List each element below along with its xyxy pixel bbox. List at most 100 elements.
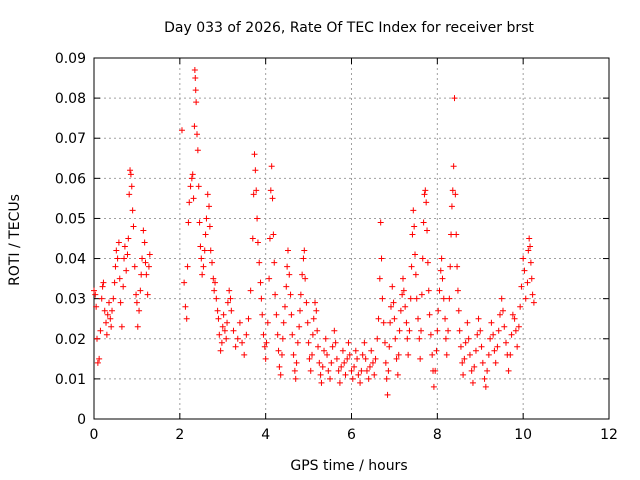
data-point-marker bbox=[315, 343, 322, 350]
data-point-marker bbox=[384, 391, 391, 398]
data-point-marker bbox=[454, 287, 461, 294]
data-point-marker bbox=[276, 363, 283, 370]
y-tick-label: 0.01 bbox=[55, 372, 86, 388]
data-point-marker bbox=[494, 343, 501, 350]
data-point-marker bbox=[488, 319, 495, 326]
data-point-marker bbox=[515, 323, 522, 330]
data-point-marker bbox=[206, 223, 213, 230]
data-point-marker bbox=[417, 355, 424, 362]
data-point-marker bbox=[349, 375, 356, 382]
data-point-marker bbox=[194, 147, 201, 154]
data-point-marker bbox=[110, 295, 117, 302]
x-tick-label: 2 bbox=[175, 427, 184, 443]
data-point-marker bbox=[453, 231, 460, 238]
data-point-marker bbox=[299, 271, 306, 278]
data-point-marker bbox=[252, 167, 259, 174]
data-point-marker bbox=[284, 263, 291, 270]
data-point-marker bbox=[210, 275, 217, 282]
data-point-marker bbox=[495, 327, 502, 334]
data-point-marker bbox=[196, 219, 203, 226]
data-point-marker bbox=[420, 219, 427, 226]
data-point-marker bbox=[309, 351, 316, 358]
x-tick-label: 4 bbox=[261, 427, 270, 443]
data-point-marker bbox=[305, 339, 312, 346]
data-point-marker bbox=[450, 163, 457, 170]
y-tick-label: 0.09 bbox=[55, 51, 86, 67]
data-point-marker bbox=[127, 171, 134, 178]
data-point-marker bbox=[271, 259, 278, 266]
data-point-marker bbox=[113, 247, 120, 254]
data-point-marker bbox=[358, 367, 365, 374]
data-point-marker bbox=[131, 263, 138, 270]
data-point-marker bbox=[97, 327, 104, 334]
data-point-marker bbox=[317, 371, 324, 378]
data-point-marker bbox=[507, 351, 514, 358]
data-point-marker bbox=[226, 287, 233, 294]
data-point-marker bbox=[518, 283, 525, 290]
data-point-marker bbox=[241, 351, 248, 358]
data-point-marker bbox=[209, 259, 216, 266]
data-point-marker bbox=[185, 219, 192, 226]
data-point-marker bbox=[348, 367, 355, 374]
data-point-marker bbox=[121, 255, 128, 262]
data-point-marker bbox=[447, 263, 454, 270]
data-point-marker bbox=[212, 279, 219, 286]
data-point-marker bbox=[424, 259, 431, 266]
data-point-marker bbox=[325, 367, 332, 374]
data-point-marker bbox=[328, 359, 335, 366]
data-point-marker bbox=[118, 323, 125, 330]
data-point-marker bbox=[96, 355, 103, 362]
data-point-marker bbox=[437, 267, 444, 274]
data-point-marker bbox=[511, 315, 518, 322]
data-point-marker bbox=[365, 375, 372, 382]
data-point-marker bbox=[322, 335, 329, 342]
data-point-marker bbox=[391, 315, 398, 322]
data-point-marker bbox=[307, 367, 314, 374]
x-tick-label: 6 bbox=[347, 427, 356, 443]
data-point-marker bbox=[232, 343, 239, 350]
data-point-marker bbox=[478, 343, 485, 350]
data-point-marker bbox=[344, 355, 351, 362]
data-point-marker bbox=[481, 375, 488, 382]
data-point-marker bbox=[357, 379, 364, 386]
data-point-marker bbox=[200, 263, 207, 270]
data-point-marker bbox=[402, 303, 409, 310]
data-point-marker bbox=[442, 315, 449, 322]
y-tick-label: 0.03 bbox=[55, 292, 86, 308]
x-tick-label: 10 bbox=[514, 427, 532, 443]
data-point-marker bbox=[509, 311, 516, 318]
data-point-marker bbox=[430, 383, 437, 390]
data-point-marker bbox=[379, 295, 386, 302]
data-point-marker bbox=[380, 319, 387, 326]
data-point-marker bbox=[426, 311, 433, 318]
data-point-marker bbox=[351, 363, 358, 370]
grid-lines bbox=[94, 58, 609, 419]
data-point-marker bbox=[202, 231, 209, 238]
data-point-marker bbox=[144, 291, 151, 298]
data-point-marker bbox=[245, 315, 252, 322]
data-point-marker bbox=[412, 251, 419, 258]
data-point-marker bbox=[522, 295, 529, 302]
data-point-marker bbox=[457, 343, 464, 350]
data-point-marker bbox=[100, 279, 107, 286]
data-point-marker bbox=[141, 239, 148, 246]
data-point-marker bbox=[263, 339, 270, 346]
data-point-marker bbox=[146, 251, 153, 258]
data-point-marker bbox=[454, 263, 461, 270]
data-point-marker bbox=[333, 355, 340, 362]
data-point-marker bbox=[309, 331, 316, 338]
data-point-marker bbox=[316, 359, 323, 366]
data-point-marker bbox=[191, 123, 198, 130]
data-point-marker bbox=[451, 95, 458, 102]
data-point-marker bbox=[460, 371, 467, 378]
data-point-marker bbox=[243, 331, 250, 338]
data-points bbox=[91, 67, 537, 398]
data-point-marker bbox=[140, 227, 147, 234]
data-point-marker bbox=[436, 287, 443, 294]
data-point-marker bbox=[137, 287, 144, 294]
data-point-marker bbox=[471, 363, 478, 370]
data-point-marker bbox=[440, 295, 447, 302]
data-point-marker bbox=[294, 339, 301, 346]
data-point-marker bbox=[223, 335, 230, 342]
data-point-marker bbox=[319, 363, 326, 370]
